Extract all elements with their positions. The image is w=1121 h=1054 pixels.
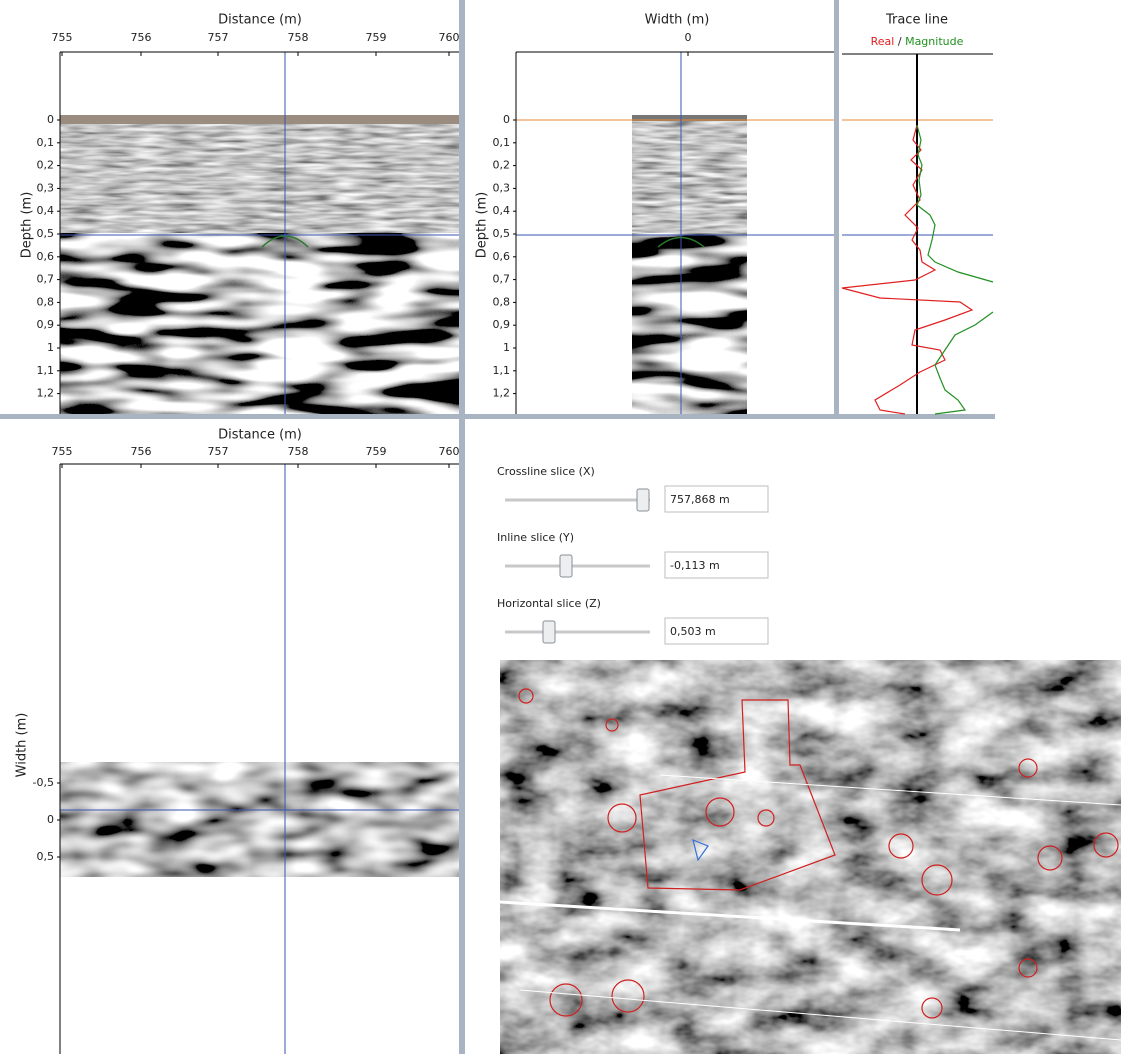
x-tick-label: 757 xyxy=(208,31,229,44)
plan-panel: Distance (m) Width (m) xyxy=(15,428,460,1054)
map-image xyxy=(500,660,1121,1054)
value-text: -0,113 m xyxy=(670,559,720,572)
y-tick-label: 0 xyxy=(47,813,54,826)
axis-title: Depth (m) xyxy=(20,192,35,259)
x-tick-label: 0 xyxy=(685,31,692,44)
y-tick-label: 0,7 xyxy=(493,273,511,286)
y-tick-label: 0,1 xyxy=(37,136,55,149)
y-tick-label: 0,4 xyxy=(37,204,55,217)
y-tick-label: 0,7 xyxy=(37,273,55,286)
y-tick-label: -0,5 xyxy=(33,776,54,789)
legend-separator: / xyxy=(898,35,902,48)
slider-thumb[interactable] xyxy=(560,555,572,577)
y-tick-label: 0,2 xyxy=(37,159,55,172)
axis-title: Width (m) xyxy=(645,13,710,28)
x-tick-label: 758 xyxy=(288,445,309,458)
width-panel: Width (m) Depth (m) xyxy=(475,13,835,415)
value-text: 757,868 m xyxy=(670,493,730,506)
trace-panel: Trace line Real / Magnitude xyxy=(842,13,993,415)
splitter[interactable] xyxy=(834,0,839,418)
radargram-lower xyxy=(632,233,747,414)
radargram-upper xyxy=(60,115,459,233)
legend: Real / Magnitude xyxy=(871,35,964,48)
y-tick-label: 1 xyxy=(503,341,510,354)
y-tick-label: 0 xyxy=(503,113,510,126)
axis-title: Distance (m) xyxy=(218,13,302,28)
y-tick-label: 0,5 xyxy=(493,227,511,240)
x-tick-label: 759 xyxy=(366,31,387,44)
radargram-upper xyxy=(632,115,747,233)
y-tick-label: 0,2 xyxy=(493,159,511,172)
y-tick-label: 0,8 xyxy=(493,295,511,308)
y-tick-label: 0 xyxy=(47,113,54,126)
x-tick-label: 760 xyxy=(439,445,460,458)
axis-title: Depth (m) xyxy=(475,192,490,259)
app-window: Distance (m) Depth (m) Width (m) Depth (… xyxy=(0,0,1121,1054)
x-tick-label: 756 xyxy=(131,445,152,458)
y-tick-label: 1 xyxy=(47,341,54,354)
axis-title: Width (m) xyxy=(15,713,30,778)
y-tick-label: 1,1 xyxy=(493,364,511,377)
y-tick-label: 0,5 xyxy=(37,227,55,240)
y-tick-label: 0,5 xyxy=(37,850,55,863)
control-label: Crossline slice (X) xyxy=(497,465,595,478)
x-tick-label: 755 xyxy=(52,445,73,458)
radargram-lower xyxy=(60,233,459,414)
trace-title: Trace line xyxy=(885,13,948,28)
slider-thumb[interactable] xyxy=(543,621,555,643)
y-tick-label: 0,3 xyxy=(37,181,55,194)
value-text: 0,503 m xyxy=(670,625,716,638)
y-tick-label: 0,4 xyxy=(493,204,511,217)
site-map xyxy=(500,660,1121,1054)
y-tick-label: 0,8 xyxy=(37,295,55,308)
y-tick-label: 0,3 xyxy=(493,181,511,194)
y-tick-label: 0,6 xyxy=(493,250,511,263)
y-tick-label: 0,1 xyxy=(493,136,511,149)
x-tick-label: 755 xyxy=(52,31,73,44)
x-tick-label: 760 xyxy=(439,31,460,44)
x-tick-label: 759 xyxy=(366,445,387,458)
x-tick-label: 756 xyxy=(131,31,152,44)
y-tick-label: 0,9 xyxy=(37,318,55,331)
magnitude-trace xyxy=(917,125,993,414)
y-tick-label: 0,6 xyxy=(37,250,55,263)
splitter[interactable] xyxy=(459,0,465,1054)
x-tick-label: 758 xyxy=(288,31,309,44)
y-tick-label: 0,9 xyxy=(493,318,511,331)
legend-entry: Real xyxy=(871,35,895,48)
slider-thumb[interactable] xyxy=(637,489,649,511)
plan-slice xyxy=(60,762,459,877)
splitter[interactable] xyxy=(0,414,995,419)
x-tick-label: 757 xyxy=(208,445,229,458)
y-tick-label: 1,1 xyxy=(37,364,55,377)
surface-band xyxy=(60,115,459,124)
y-tick-label: 1,2 xyxy=(493,387,511,400)
control-label: Inline slice (Y) xyxy=(497,531,574,544)
axis-title: Distance (m) xyxy=(218,428,302,443)
legend-entry: Magnitude xyxy=(905,35,964,48)
distance-panel: Distance (m) Depth (m) xyxy=(20,13,460,415)
control-label: Horizontal slice (Z) xyxy=(497,597,601,610)
y-tick-label: 1,2 xyxy=(37,387,55,400)
